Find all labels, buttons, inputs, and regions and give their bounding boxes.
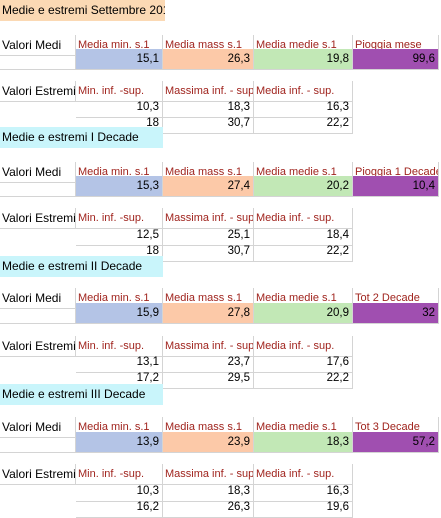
- value-cell[interactable]: 16,3: [254, 97, 353, 118]
- value-cell[interactable]: 18,3: [163, 97, 254, 118]
- sheet-row: 15,3 27,4 20,2 10,4: [0, 176, 441, 197]
- value-media-medie[interactable]: 19,8: [254, 49, 353, 70]
- value-pioggia[interactable]: 99,6: [353, 49, 439, 70]
- empty-cell[interactable]: [0, 303, 76, 324]
- sheet-row: Medie e estremi III Decade: [0, 384, 441, 405]
- value-cell[interactable]: 22,2: [254, 368, 353, 389]
- header-cell[interactable]: Media inf. - sup.: [254, 208, 353, 229]
- label-valori-medi[interactable]: Valori Medi: [0, 35, 76, 56]
- empty-cell[interactable]: [0, 49, 76, 70]
- label-valori-estremi[interactable]: Valori Estremi: [0, 464, 76, 485]
- header-cell[interactable]: Massima inf. - sup.: [163, 336, 254, 357]
- value-media-min[interactable]: 15,3: [76, 176, 163, 197]
- empty-cell[interactable]: [0, 176, 76, 197]
- sheet-row: Valori Medi Media min. s.1 Media mass s.…: [0, 288, 441, 309]
- label-valori-medi[interactable]: Valori Medi: [0, 162, 76, 183]
- section-title-september[interactable]: Medie e estremi Settembre 2019: [0, 0, 165, 21]
- label-valori-estremi[interactable]: Valori Estremi: [0, 336, 76, 357]
- value-pioggia[interactable]: 57,2: [353, 432, 439, 453]
- section-title-decade-2[interactable]: Medie e estremi II Decade: [0, 256, 163, 277]
- sheet-row: Valori Estremi Min. inf. -sup. Massima i…: [0, 81, 441, 102]
- value-cell[interactable]: 22,2: [254, 241, 353, 262]
- sheet-row: 15,1 26,3 19,8 99,6: [0, 49, 441, 70]
- value-media-medie[interactable]: 20,2: [254, 176, 353, 197]
- value-media-min[interactable]: 15,9: [76, 303, 163, 324]
- value-media-min[interactable]: 13,9: [76, 432, 163, 453]
- value-cell[interactable]: 30,7: [163, 113, 254, 134]
- header-cell[interactable]: Media inf. - sup.: [254, 81, 353, 102]
- sheet-row: 10,3 18,3 16,3: [0, 481, 441, 502]
- value-media-medie[interactable]: 20,9: [254, 303, 353, 324]
- value-cell[interactable]: 18,3: [163, 481, 254, 502]
- header-cell[interactable]: Media inf. - sup.: [254, 336, 353, 357]
- header-cell[interactable]: Min. inf. -sup.: [76, 81, 163, 102]
- value-cell[interactable]: 17,6: [254, 352, 353, 373]
- value-media-mass[interactable]: 23,9: [163, 432, 254, 453]
- value-cell[interactable]: 29,5: [163, 368, 254, 389]
- value-cell[interactable]: 26,3: [163, 497, 254, 518]
- sheet-row: 13,1 23,7 17,6: [0, 352, 441, 373]
- value-media-min[interactable]: 15,1: [76, 49, 163, 70]
- label-valori-medi[interactable]: Valori Medi: [0, 417, 76, 438]
- sheet-row: 17,2 29,5 22,2: [0, 368, 441, 389]
- label-valori-medi[interactable]: Valori Medi: [0, 288, 76, 309]
- sheet-row: Valori Estremi Min. inf. -sup. Massima i…: [0, 336, 441, 357]
- value-cell[interactable]: 12,5: [76, 225, 163, 246]
- value-media-mass[interactable]: 26,3: [163, 49, 254, 70]
- label-valori-estremi[interactable]: Valori Estremi: [0, 208, 76, 229]
- sheet-row: Medie e estremi I Decade: [0, 127, 441, 148]
- value-cell[interactable]: 23,7: [163, 352, 254, 373]
- sheet-row: Medie e estremi Settembre 2019: [0, 0, 441, 21]
- sheet-row: 10,3 18,3 16,3: [0, 97, 441, 118]
- value-media-mass[interactable]: 27,8: [163, 303, 254, 324]
- header-cell[interactable]: Massima inf. - sup.: [163, 81, 254, 102]
- sheet-row: 16,2 26,3 19,6: [0, 497, 441, 518]
- sheet-row: Valori Estremi Min. inf. -sup. Massima i…: [0, 464, 441, 485]
- value-cell[interactable]: 16,2: [76, 497, 163, 518]
- header-cell[interactable]: Min. inf. -sup.: [76, 208, 163, 229]
- value-cell[interactable]: 22,2: [254, 113, 353, 134]
- value-media-medie[interactable]: 18,3: [254, 432, 353, 453]
- label-valori-estremi[interactable]: Valori Estremi: [0, 81, 76, 102]
- value-cell[interactable]: 18,4: [254, 225, 353, 246]
- section-title-decade-1[interactable]: Medie e estremi I Decade: [0, 127, 163, 148]
- value-cell[interactable]: 30,7: [163, 241, 254, 262]
- value-cell[interactable]: 25,1: [163, 225, 254, 246]
- sheet-row: Medie e estremi II Decade: [0, 256, 441, 277]
- sheet-row: Valori Estremi Min. inf. -sup. Massima i…: [0, 208, 441, 229]
- header-cell[interactable]: Media inf. - sup.: [254, 464, 353, 485]
- value-cell[interactable]: 10,3: [76, 97, 163, 118]
- section-title-decade-3[interactable]: Medie e estremi III Decade: [0, 384, 163, 405]
- header-cell[interactable]: Massima inf. - sup.: [163, 464, 254, 485]
- sheet-row: Valori Medi Media min. s.1 Media mass s.…: [0, 417, 441, 438]
- sheet-row: 12,5 25,1 18,4: [0, 225, 441, 246]
- header-cell[interactable]: Min. inf. -sup.: [76, 464, 163, 485]
- value-cell[interactable]: 10,3: [76, 481, 163, 502]
- empty-cell[interactable]: [0, 432, 76, 453]
- value-pioggia[interactable]: 10,4: [353, 176, 439, 197]
- value-cell[interactable]: 16,3: [254, 481, 353, 502]
- value-media-mass[interactable]: 27,4: [163, 176, 254, 197]
- sheet-row: 15,9 27,8 20,9 32: [0, 303, 441, 324]
- header-cell[interactable]: Massima inf. - sup.: [163, 208, 254, 229]
- value-cell[interactable]: 19,6: [254, 497, 353, 518]
- sheet-row: 13,9 23,9 18,3 57,2: [0, 432, 441, 453]
- value-cell[interactable]: 13,1: [76, 352, 163, 373]
- header-cell[interactable]: Min. inf. -sup.: [76, 336, 163, 357]
- value-pioggia[interactable]: 32: [353, 303, 439, 324]
